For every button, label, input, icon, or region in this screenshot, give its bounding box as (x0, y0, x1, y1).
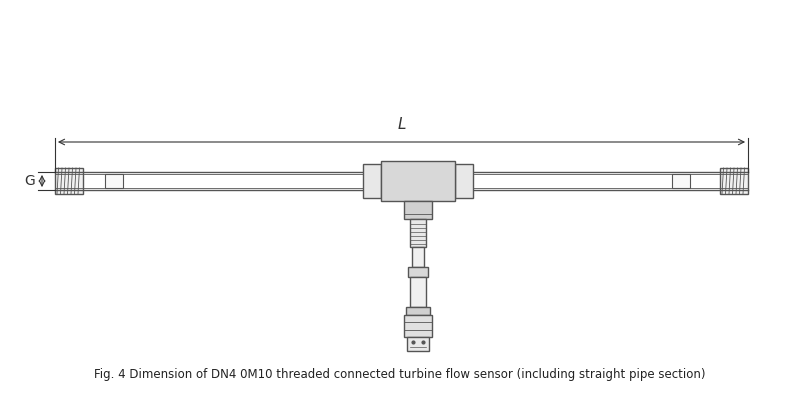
Bar (412, 247, 424, 267)
Bar (408, 267, 428, 277)
Bar (363, 164, 381, 198)
Text: Fig. 4 Dimension of DN4 0M10 threaded connected turbine flow sensor (including s: Fig. 4 Dimension of DN4 0M10 threaded co… (94, 368, 706, 381)
Bar (410, 277, 426, 307)
Bar (672, 174, 690, 188)
Text: G: G (25, 174, 35, 188)
Bar (720, 168, 748, 194)
Bar (105, 174, 123, 188)
Bar (55, 168, 83, 194)
Bar (404, 315, 432, 337)
Bar (407, 337, 429, 351)
Bar (404, 201, 432, 219)
Bar (410, 219, 426, 247)
Bar (455, 164, 473, 198)
Text: L: L (398, 117, 406, 132)
Bar (381, 161, 455, 201)
Bar (406, 307, 430, 315)
